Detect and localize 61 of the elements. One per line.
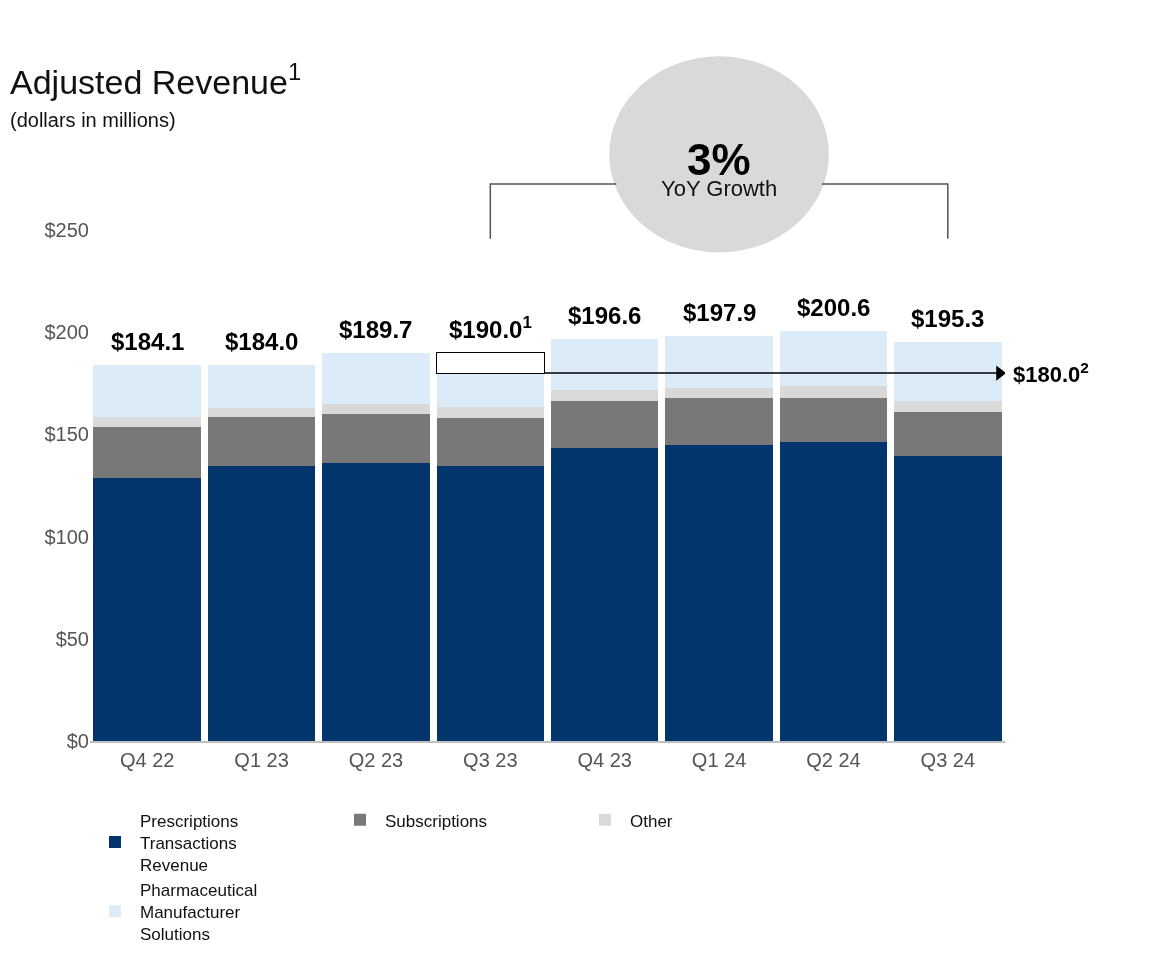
y-tick-label: $250 <box>44 219 89 241</box>
x-tick-label: Q4 22 <box>119 749 175 771</box>
y-tick-label: $100 <box>44 525 89 548</box>
bar <box>894 411 1002 456</box>
bar <box>550 390 659 401</box>
x-tick-label: Q4 23 <box>577 749 632 771</box>
bar <box>322 463 430 741</box>
bar <box>93 477 201 741</box>
bar <box>322 414 430 464</box>
bar <box>779 330 888 386</box>
bar <box>665 336 773 388</box>
legend-label: Other <box>630 811 673 831</box>
total-label: $200.6 <box>797 294 871 321</box>
x-tick-label: Q1 24 <box>691 749 747 771</box>
bar <box>207 417 316 467</box>
bar <box>436 406 545 419</box>
x-tick-label: Q3 24 <box>920 749 976 771</box>
bar <box>322 353 430 405</box>
bar <box>665 398 773 445</box>
bar <box>207 466 316 741</box>
bar <box>665 387 773 399</box>
bar <box>322 404 430 415</box>
bar <box>779 385 888 398</box>
bar <box>207 364 316 409</box>
bar <box>894 341 1002 401</box>
legend-label: Pharmaceutical Manufacturer Solutions <box>140 880 258 944</box>
bar <box>93 417 201 428</box>
bar <box>894 400 1002 412</box>
total-label: $189.7 <box>339 316 413 343</box>
total-label: $195.3 <box>911 305 985 332</box>
x-tick-label: Q3 23 <box>463 749 518 771</box>
bar <box>436 373 545 407</box>
bar <box>779 442 888 741</box>
bar <box>550 339 659 391</box>
x-tick-label: Q2 23 <box>348 749 404 771</box>
total-label: $190.0$^{1}$ <box>449 313 532 344</box>
y-tick-label: $0 <box>66 730 89 752</box>
bar <box>436 418 545 466</box>
total-label: $184.0 <box>225 328 299 355</box>
bar <box>207 408 316 418</box>
ref-line-label: $180.0$^{2}$ <box>1013 359 1089 388</box>
x-tick-label: Q1 23 <box>234 749 289 771</box>
total-label: $184.1 <box>111 328 185 355</box>
total-label: $196.6 <box>568 302 642 329</box>
total-label: $197.9 <box>683 299 757 326</box>
chart-title: Adjusted Revenue$^{1}$ <box>10 58 302 102</box>
bar <box>550 400 659 449</box>
y-tick-label: $50 <box>55 627 89 650</box>
y-tick-label: $150 <box>44 423 89 446</box>
bar <box>93 364 201 418</box>
bar <box>665 444 773 741</box>
bar <box>436 465 545 741</box>
bar <box>550 448 659 741</box>
legend-label: Prescriptions Transactions Revenue <box>140 811 239 875</box>
bar <box>779 397 888 443</box>
x-tick-label: Q2 24 <box>806 749 861 771</box>
legend-label: Subscriptions <box>385 811 488 831</box>
bar <box>93 427 201 478</box>
chart-subtitle: (dollars in millions) <box>10 109 176 131</box>
bar <box>894 455 1002 741</box>
y-tick-label: $200 <box>44 321 89 344</box>
